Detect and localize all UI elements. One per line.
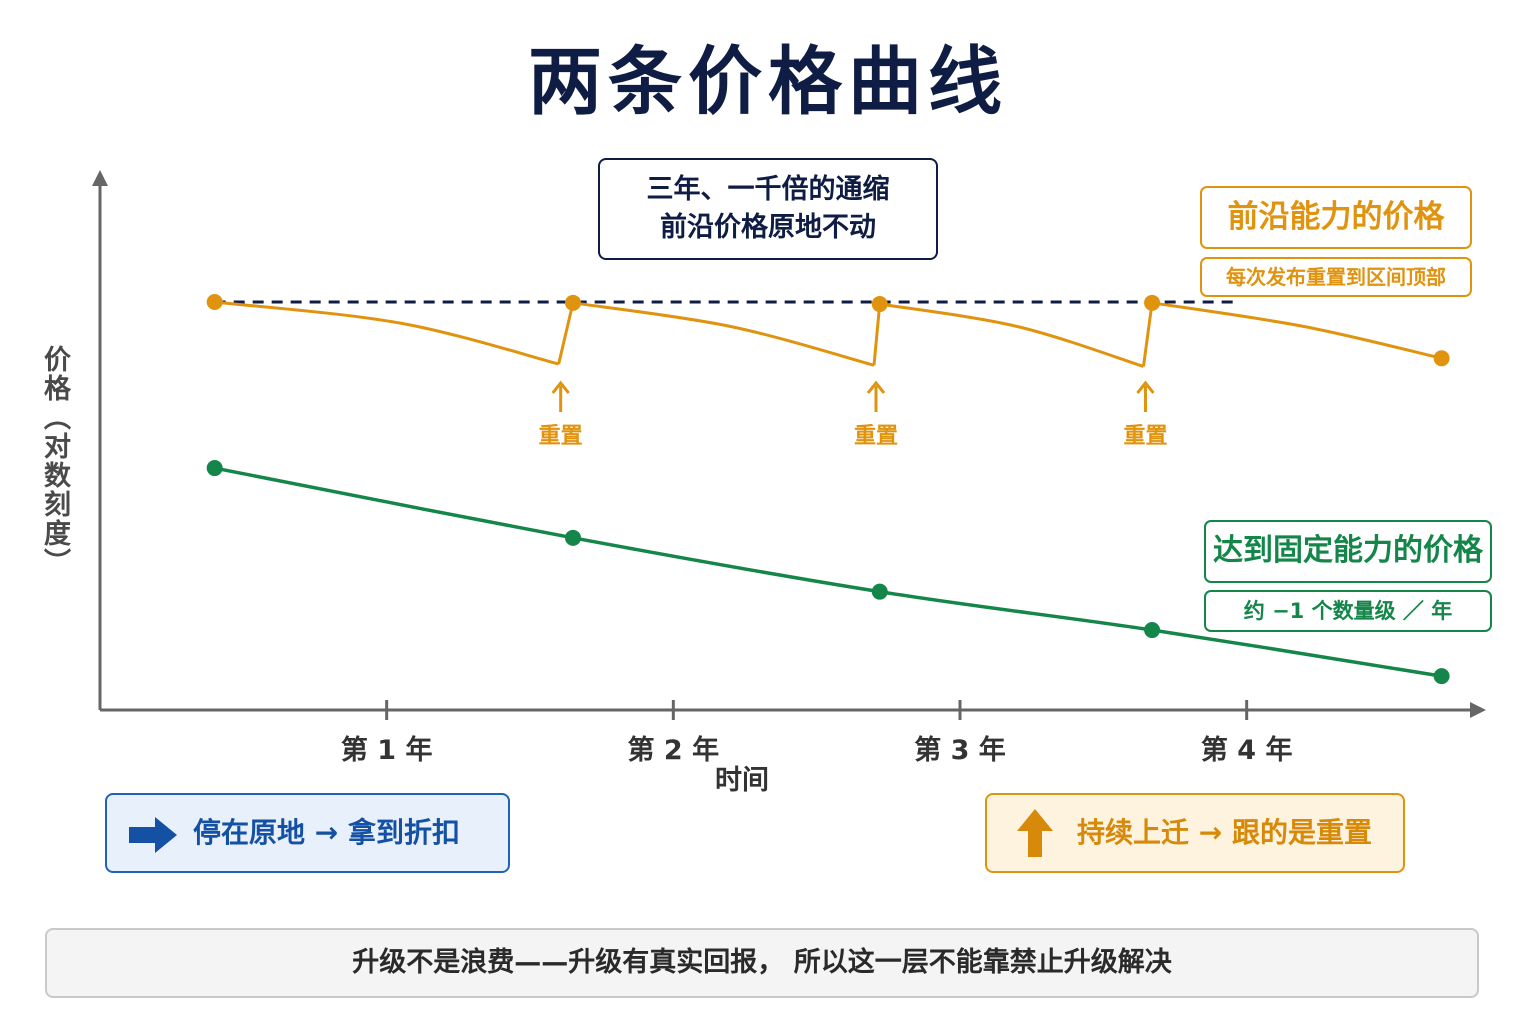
footer-note: 升级不是浪费——升级有真实回报， 所以这一层不能靠禁止升级解决 xyxy=(45,928,1479,998)
frontier-line-segment xyxy=(879,302,1144,368)
reset-label: 重置 xyxy=(538,424,583,449)
annotation-line-2: 前沿价格原地不动 xyxy=(660,212,876,243)
frontier-line-segment xyxy=(1141,302,1154,367)
reset-arrow-head-icon xyxy=(866,380,886,394)
frontier-point xyxy=(871,296,888,313)
reset-arrow-head-icon xyxy=(1136,380,1155,394)
x-tick-label: 第 3 年 xyxy=(914,735,1006,766)
x-tick-label: 第 4 年 xyxy=(1200,735,1293,766)
fixed-capability-point xyxy=(1144,622,1161,639)
annotation-line-1: 三年、一千倍的通缩 xyxy=(646,174,890,205)
legend-upgrade: 持续上迁 → 跟的是重置 xyxy=(985,793,1405,873)
x-axis-label: 时间 xyxy=(715,765,769,796)
y-axis-arrowhead xyxy=(92,170,108,186)
y-axis-label: 价格（对数刻度） xyxy=(39,345,70,577)
fixed-series-sublabel: 约 −1 个数量级 ／ 年 xyxy=(1204,590,1492,632)
fixed-capability-point xyxy=(206,460,223,477)
fixed-series-label: 达到固定能力的价格 xyxy=(1204,520,1492,583)
fixed-capability-point xyxy=(565,529,581,546)
x-tick-label: 第 2 年 xyxy=(627,735,720,766)
frontier-series-sublabel: 每次发布重置到区间顶部 xyxy=(1200,257,1472,297)
fixed-capability-line xyxy=(214,466,1442,678)
frontier-line-segment xyxy=(872,303,882,366)
legend-stay: 停在原地 → 拿到折扣 xyxy=(105,793,510,873)
frontier-line-segment xyxy=(572,301,875,367)
frontier-point xyxy=(1433,350,1450,367)
legend-upgrade-text: 持续上迁 → 跟的是重置 xyxy=(1077,816,1372,849)
up-arrow-icon xyxy=(1017,809,1053,857)
frontier-point xyxy=(206,294,223,310)
reset-label: 重置 xyxy=(1123,424,1168,449)
annotation-box: 三年、一千倍的通缩 前沿价格原地不动 xyxy=(598,158,938,260)
frontier-line-segment xyxy=(557,302,575,365)
frontier-series-label: 前沿能力的价格 xyxy=(1200,186,1472,249)
fixed-capability-point xyxy=(871,583,888,600)
frontier-line-segment xyxy=(1151,301,1442,360)
reset-label: 重置 xyxy=(853,424,898,449)
legend-stay-text: 停在原地 → 拿到折扣 xyxy=(193,816,460,849)
frontier-point xyxy=(565,294,581,311)
reset-arrow-head-icon xyxy=(551,380,570,394)
frontier-point xyxy=(1144,294,1161,311)
chart-title: 两条价格曲线 xyxy=(528,39,1008,125)
fixed-capability-point xyxy=(1433,668,1450,685)
right-arrow-icon xyxy=(129,817,177,853)
frontier-line-segment xyxy=(214,300,560,366)
x-tick-label: 第 1 年 xyxy=(340,735,433,766)
x-axis-arrowhead xyxy=(1470,702,1486,718)
